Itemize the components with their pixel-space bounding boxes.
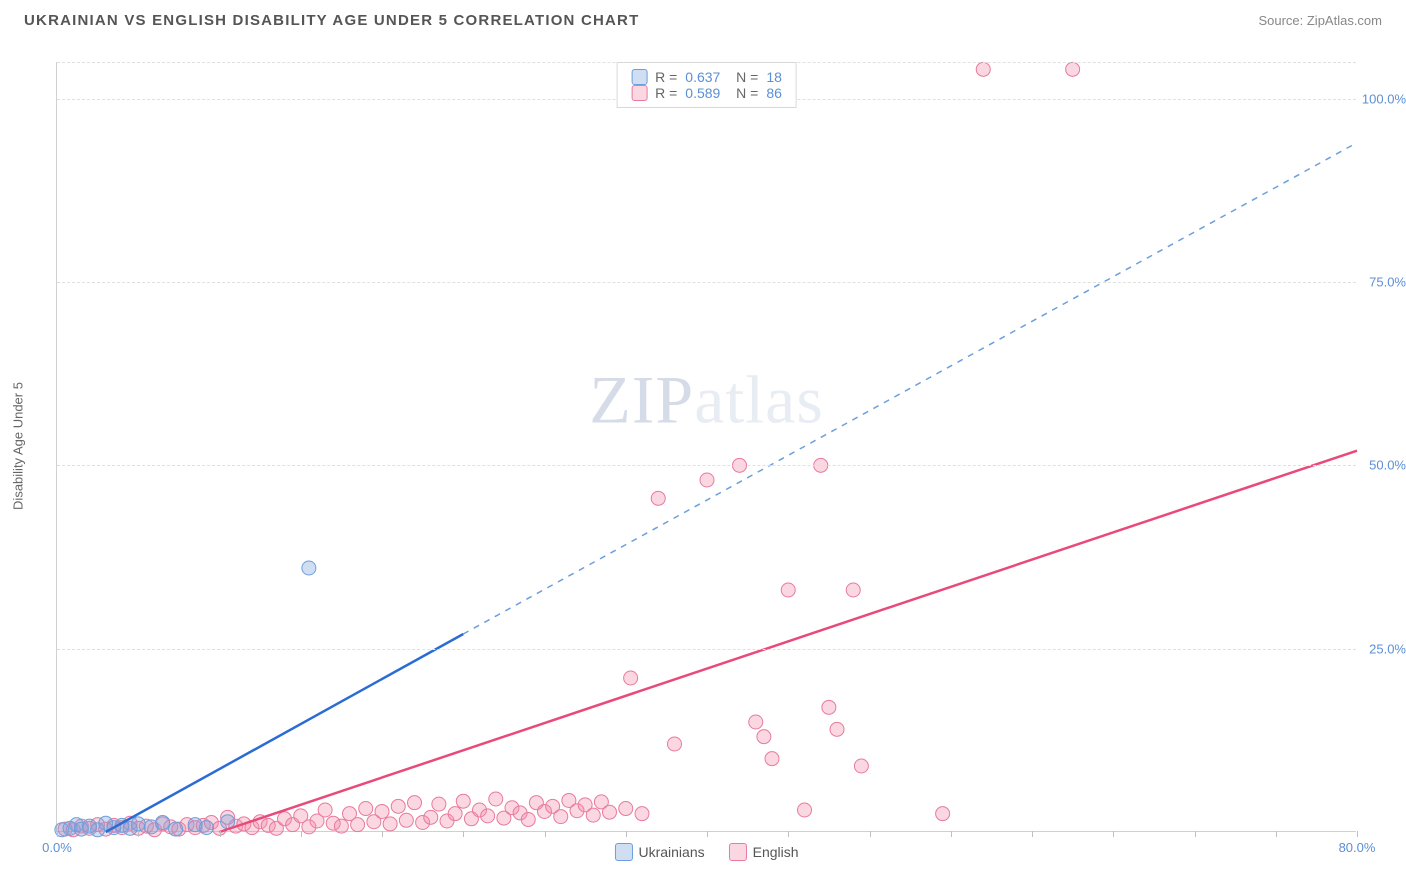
y-tick-label: 25.0%: [1369, 641, 1406, 656]
x-tick: [951, 831, 952, 837]
gridline: [57, 282, 1356, 283]
correlation-legend: R = 0.637 N = 18 R = 0.589 N = 86: [616, 62, 797, 108]
swatch-ukrainians-icon: [614, 843, 632, 861]
series-legend: Ukrainians English: [614, 843, 798, 861]
legend-item-english: English: [729, 843, 799, 861]
x-tick: [1276, 831, 1277, 837]
swatch-english-icon: [631, 85, 647, 101]
x-tick: [870, 831, 871, 837]
x-tick: [382, 831, 383, 837]
gridline: [57, 649, 1356, 650]
x-tick: [301, 831, 302, 837]
x-tick: [220, 831, 221, 837]
y-axis-label: Disability Age Under 5: [11, 382, 26, 510]
x-tick-label: 80.0%: [1339, 840, 1376, 855]
x-tick: [138, 831, 139, 837]
x-tick: [626, 831, 627, 837]
gridline: [57, 465, 1356, 466]
x-tick: [1357, 831, 1358, 837]
source-link[interactable]: ZipAtlas.com: [1307, 13, 1382, 28]
x-tick: [707, 831, 708, 837]
plot-svg: [57, 62, 1356, 831]
swatch-english-icon: [729, 843, 747, 861]
x-tick: [57, 831, 58, 837]
x-tick: [545, 831, 546, 837]
x-tick: [1032, 831, 1033, 837]
chart-header: UKRAINIAN VS ENGLISH DISABILITY AGE UNDE…: [0, 0, 1406, 37]
source-attribution: Source: ZipAtlas.com: [1258, 13, 1382, 28]
legend-row-english: R = 0.589 N = 86: [631, 85, 782, 101]
legend-row-ukrainians: R = 0.637 N = 18: [631, 69, 782, 85]
x-tick-label: 0.0%: [42, 840, 72, 855]
x-tick: [788, 831, 789, 837]
y-tick-label: 75.0%: [1369, 275, 1406, 290]
x-tick: [1195, 831, 1196, 837]
y-tick-label: 100.0%: [1362, 91, 1406, 106]
legend-item-ukrainians: Ukrainians: [614, 843, 704, 861]
y-tick-label: 50.0%: [1369, 458, 1406, 473]
x-tick: [463, 831, 464, 837]
x-tick: [1113, 831, 1114, 837]
chart-title: UKRAINIAN VS ENGLISH DISABILITY AGE UNDE…: [24, 12, 639, 29]
chart-plot-area: ZIPatlas R = 0.637 N = 18 R = 0.589 N = …: [56, 62, 1356, 832]
swatch-ukrainians-icon: [631, 69, 647, 85]
